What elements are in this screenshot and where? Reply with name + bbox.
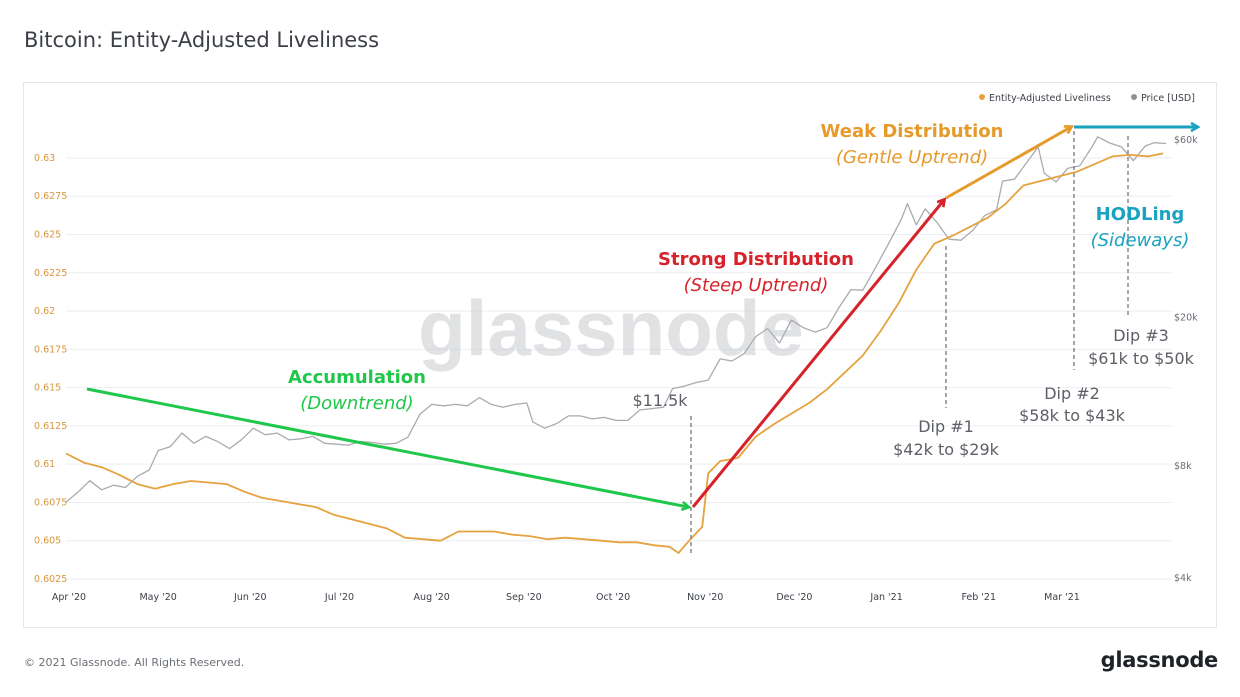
accumulation-label: Accumulation	[288, 367, 426, 388]
y-left-tick-label: 0.6275	[34, 191, 67, 202]
legend: Entity-Adjusted Liveliness Price [USD]	[979, 93, 1195, 104]
x-tick-label: Jun '20	[233, 592, 267, 603]
dip1-label: Dip #1	[918, 417, 974, 436]
y-axis-left: 0.6025 0.605 0.6075 0.61 0.6125 0.615 0.6175 0.…	[34, 153, 67, 585]
y-right-tick-label: $4k	[1174, 573, 1192, 584]
y-left-tick-label: 0.6025	[34, 574, 67, 585]
strong-distribution-label: Strong Distribution	[658, 249, 854, 270]
y-left-tick-label: 0.6075	[34, 497, 67, 508]
page-title: Bitcoin: Entity-Adjusted Liveliness	[24, 28, 380, 52]
x-tick-label: Dec '20	[776, 592, 812, 603]
liveliness-line	[65, 152, 1164, 554]
weak-distribution-label: Weak Distribution	[821, 121, 1004, 142]
dip3-range: $61k to $50k	[1088, 349, 1195, 368]
footer-copyright: © 2021 Glassnode. All Rights Reserved.	[24, 656, 245, 669]
y-left-tick-label: 0.625	[34, 230, 61, 241]
x-tick-label: Jul '20	[324, 592, 354, 603]
x-tick-label: Mar '21	[1044, 592, 1080, 603]
dip1-range: $42k to $29k	[893, 440, 1000, 459]
chart-panel: glassnode 0.6025 0.605 0.6075 0.61 0.6125 0.6…	[23, 82, 1217, 628]
y-left-tick-label: 0.6175	[34, 344, 67, 355]
accumulation-arrow	[86, 387, 688, 507]
weak-distribution-arrow	[945, 127, 1071, 200]
y-left-tick-label: 0.63	[34, 153, 55, 164]
hodling-label: HODLing	[1096, 204, 1185, 225]
grid-lines	[66, 157, 1172, 580]
dip-markers	[690, 131, 1129, 555]
x-tick-label: May '20	[139, 592, 176, 603]
x-tick-label: Feb '21	[961, 592, 996, 603]
y-right-tick-label: $60k	[1174, 135, 1198, 146]
dip2-label: Dip #2	[1044, 384, 1100, 403]
y-left-tick-label: 0.605	[34, 536, 61, 547]
y-left-tick-label: 0.6225	[34, 268, 67, 279]
chart-svg: glassnode 0.60250.6050.60750.610.61250.6…	[34, 93, 1218, 603]
y-left-tick-label: 0.62	[34, 306, 55, 317]
price-11k-label: $11.5k	[632, 391, 688, 410]
hodling-sublabel: (Sideways)	[1091, 230, 1190, 251]
x-tick-label: Oct '20	[596, 592, 630, 603]
series-layer	[65, 136, 1167, 554]
strong-distribution-sublabel: (Steep Uptrend)	[684, 275, 829, 296]
legend-item-price: Price [USD]	[1141, 93, 1195, 104]
x-tick-label: Aug '20	[414, 592, 450, 603]
dip3-label: Dip #3	[1113, 326, 1169, 345]
y-right-tick-label: $20k	[1174, 313, 1198, 324]
y-axis-right: $4k $8k $20k $60k	[1174, 135, 1198, 584]
strong-distribution-arrow	[691, 200, 944, 508]
legend-swatch-liveliness	[979, 94, 985, 100]
weak-distribution-sublabel: (Gentle Uptrend)	[836, 147, 988, 168]
y-left-tick-label: 0.61	[34, 459, 55, 470]
y-left-tick-label: 0.6125	[34, 421, 67, 432]
y-left-tick-label: 0.615	[34, 383, 61, 394]
accumulation-sublabel: (Downtrend)	[300, 393, 413, 414]
y-right-tick-label: $8k	[1174, 461, 1192, 472]
watermark: glassnode	[418, 284, 804, 372]
legend-item-liveliness: Entity-Adjusted Liveliness	[989, 93, 1111, 104]
legend-swatch-price	[1131, 94, 1137, 100]
footer-logo: glassnode	[1100, 648, 1219, 672]
x-tick-label: Nov '20	[687, 592, 723, 603]
x-tick-label: Jan '21	[869, 592, 902, 603]
dip2-range: $58k to $43k	[1019, 406, 1126, 425]
x-tick-label: Sep '20	[506, 592, 542, 603]
x-tick-label: Apr '20	[52, 592, 86, 603]
x-axis: Apr '20 May '20 Jun '20 Jul '20 Aug '20 Sep '…	[52, 592, 1080, 603]
